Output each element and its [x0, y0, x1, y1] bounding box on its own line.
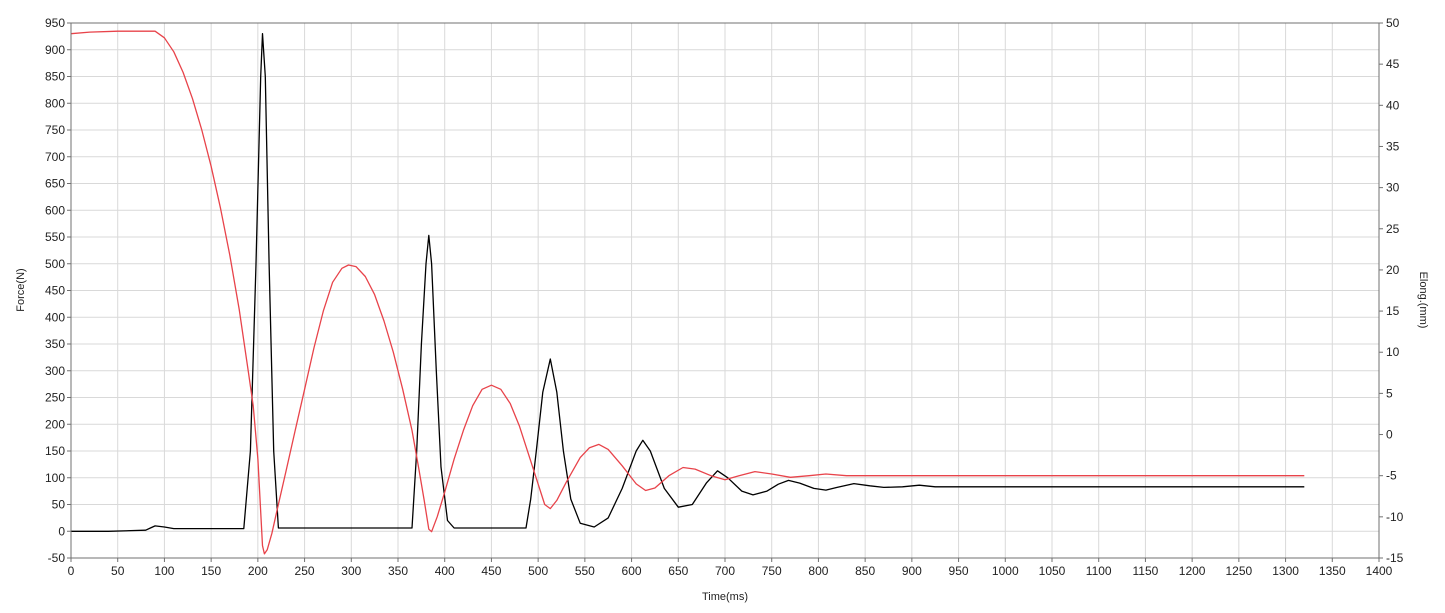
y-tick-label: 0	[58, 524, 65, 538]
x-tick-label: 1150	[1133, 564, 1159, 578]
y-tick-label: 400	[45, 310, 65, 324]
grid	[70, 22, 1380, 559]
x-tick-label: 950	[949, 564, 969, 578]
y2-tick-label: -15	[1386, 551, 1404, 565]
x-tick-label: 50	[111, 564, 125, 578]
x-tick-label: 1100	[1086, 564, 1112, 578]
x-tick-label: 400	[435, 564, 455, 578]
x-tick-label: 1400	[1366, 564, 1393, 578]
elongation-series-line	[70, 30, 1305, 555]
x-tick-label: 500	[528, 564, 548, 578]
y-tick-label: 600	[45, 203, 65, 217]
y-tick-label: 200	[45, 417, 65, 431]
y-tick-label: 800	[45, 96, 65, 110]
x-axis-label: Time(ms)	[702, 591, 748, 603]
x-tick-label: 550	[575, 564, 595, 578]
x-tick-label: 1300	[1272, 564, 1299, 578]
y-tick-label: 250	[45, 391, 65, 405]
y-tick-label: 550	[45, 230, 65, 244]
x-tick-label: 600	[622, 564, 642, 578]
y-tick-label: 50	[52, 498, 66, 512]
x-tick-label: 650	[668, 564, 688, 578]
y2-tick-label: -10	[1386, 510, 1404, 524]
y2-axis-label: Elong.(mm)	[1417, 272, 1429, 329]
y-tick-label: 850	[45, 70, 65, 84]
x-tick-label: 0	[68, 564, 75, 578]
x-tick-label: 200	[248, 564, 268, 578]
x-tick-label: 900	[902, 564, 922, 578]
x-tick-label: 850	[855, 564, 875, 578]
y-tick-label: 450	[45, 284, 65, 298]
x-tick-label: 700	[715, 564, 735, 578]
y-tick-label: 500	[45, 257, 65, 271]
y-tick-label: 700	[45, 150, 65, 164]
x-tick-label: 800	[808, 564, 828, 578]
y-tick-label: 950	[45, 16, 65, 30]
y2-tick-label: 10	[1386, 345, 1400, 359]
y-tick-label: -50	[48, 551, 66, 565]
x-tick-label: 250	[295, 564, 315, 578]
y2-tick-label: 20	[1386, 263, 1400, 277]
y-tick-label: 750	[45, 123, 65, 137]
x-tick-label: 100	[154, 564, 174, 578]
x-tick-label: 150	[201, 564, 221, 578]
tick-labels: 0 50 100 150 200 250 300 350 400 450 500 550 600 650 7…	[45, 16, 1404, 578]
y2-tick-label: 50	[1386, 16, 1400, 30]
x-tick-label: 450	[481, 564, 501, 578]
y2-tick-label: 0	[1386, 428, 1393, 442]
y2-tick-label: 15	[1386, 304, 1400, 318]
series	[70, 30, 1305, 555]
x-tick-label: 1250	[1226, 564, 1253, 578]
x-tick-label: 300	[341, 564, 361, 578]
y-tick-label: 350	[45, 337, 65, 351]
x-tick-label: 350	[388, 564, 408, 578]
force-series-line	[71, 33, 1305, 532]
y2-tick-label: 35	[1386, 139, 1400, 153]
y-tick-label: 900	[45, 43, 65, 57]
y2-tick-label: 5	[1386, 386, 1393, 400]
y-tick-label: 300	[45, 364, 65, 378]
y-tick-label: 150	[45, 444, 65, 458]
x-tick-label: 1050	[1039, 564, 1066, 578]
y2-tick-label: 45	[1386, 57, 1400, 71]
y2-tick-label: 30	[1386, 181, 1400, 195]
y-axis-label: Force(N)	[15, 268, 27, 311]
y-tick-label: 650	[45, 177, 65, 191]
x-tick-label: 750	[762, 564, 782, 578]
x-tick-label: 1350	[1319, 564, 1346, 578]
y2-tick-label: -5	[1386, 469, 1397, 483]
y2-tick-label: 25	[1386, 222, 1400, 236]
y2-tick-label: 40	[1386, 98, 1400, 112]
y-tick-label: 100	[45, 471, 65, 485]
plot-border	[70, 22, 1380, 559]
x-tick-label: 1200	[1179, 564, 1206, 578]
x-tick-label: 1000	[992, 564, 1019, 578]
